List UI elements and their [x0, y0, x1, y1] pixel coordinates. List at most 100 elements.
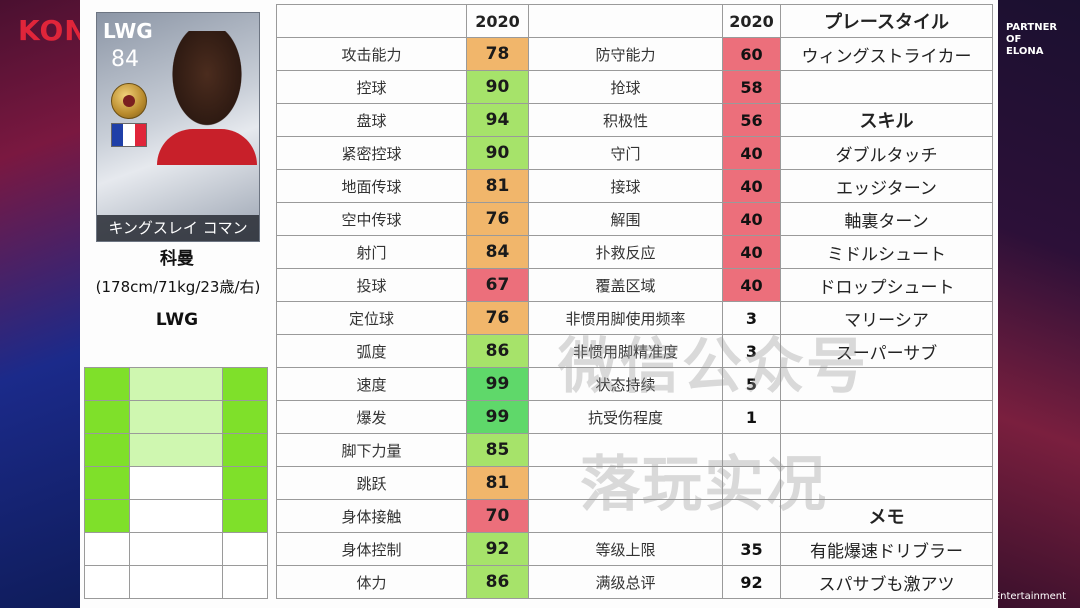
- stat-label-defense: 积极性: [528, 103, 723, 137]
- stat-value-attack: 99: [466, 367, 529, 401]
- stat-label-attack: 身体接触: [276, 499, 467, 533]
- stat-sheet: LWG 84 キングスレイ コマン 科曼 (178cm/71kg/23歳/右) …: [80, 0, 998, 608]
- background-left: KON: [0, 0, 88, 608]
- stat-label-attack: 爆发: [276, 400, 467, 434]
- pitch-cell: [222, 565, 268, 599]
- club-badge-icon: [111, 83, 147, 119]
- stat-label-defense: 抢球: [528, 70, 723, 104]
- card-position: LWG: [103, 19, 153, 43]
- stat-value-defense: 40: [722, 169, 781, 203]
- stat-label-attack: 盘球: [276, 103, 467, 137]
- card-name: キングスレイ コマン: [97, 215, 259, 241]
- pitch-cell: [222, 433, 268, 467]
- stat-label-attack: 定位球: [276, 301, 467, 335]
- stat-label-defense: 非惯用脚使用频率: [528, 301, 723, 335]
- flag-stripe-white: [123, 124, 135, 146]
- stat-row: 体力 86 满级总评 92 スパサブも激アツ: [276, 565, 993, 599]
- pitch-cell: [84, 532, 130, 566]
- pitch-cell: [129, 367, 223, 401]
- skill-item: スパサブも激アツ: [780, 565, 993, 599]
- player-shirt: [157, 129, 257, 165]
- playstyle-header: プレースタイル: [780, 4, 993, 38]
- stat-value-attack: 86: [466, 565, 529, 599]
- skill-item: ウィングストライカー: [780, 37, 993, 71]
- stats-table: 2020 2020 プレースタイル 攻击能力 78 防守能力 60 ウィングストライカー…: [276, 4, 993, 599]
- player-name: 科曼: [160, 249, 194, 269]
- stat-label-defense: [528, 466, 723, 500]
- stat-value-defense: 40: [722, 268, 781, 302]
- stat-value-attack: 76: [466, 301, 529, 335]
- year-header-attack: 2020: [466, 4, 529, 38]
- stat-label-defense: 防守能力: [528, 37, 723, 71]
- stat-value-defense: 1: [722, 400, 781, 434]
- stat-label-attack: 空中传球: [276, 202, 467, 236]
- stat-value-defense: 40: [722, 202, 781, 236]
- player-info: (178cm/71kg/23歳/右): [95, 278, 261, 296]
- stat-row: 脚下力量 85: [276, 433, 993, 467]
- background-right: PARTNER OF ELONA Entertainment: [994, 0, 1080, 608]
- stat-label-attack: 投球: [276, 268, 467, 302]
- stat-value-attack: 84: [466, 235, 529, 269]
- stat-row: 地面传球 81 接球 40 エッジターン: [276, 169, 993, 203]
- stat-row: 攻击能力 78 防守能力 60 ウィングストライカー: [276, 37, 993, 71]
- pitch-cell: [129, 565, 223, 599]
- stat-label-defense: [528, 433, 723, 467]
- stat-value-attack: 76: [466, 202, 529, 236]
- stat-row: 定位球 76 非惯用脚使用频率 3 マリーシア: [276, 301, 993, 335]
- stat-row: 跳跃 81: [276, 466, 993, 500]
- stat-value-defense: 3: [722, 301, 781, 335]
- pitch-cell: [84, 565, 130, 599]
- stat-label-defense: 状态持续: [528, 367, 723, 401]
- year-header-defense: 2020: [722, 4, 781, 38]
- stat-label-attack: 弧度: [276, 334, 467, 368]
- section-header: メモ: [780, 499, 993, 533]
- stat-label-attack: 地面传球: [276, 169, 467, 203]
- pitch-cell: [222, 367, 268, 401]
- stat-label-defense: 等级上限: [528, 532, 723, 566]
- stat-row: 盘球 94 积极性 56 スキル: [276, 103, 993, 137]
- skill-item: [780, 400, 993, 434]
- stat-label-defense: 抗受伤程度: [528, 400, 723, 434]
- stat-row: 控球 90 抢球 58: [276, 70, 993, 104]
- stat-label-defense: 覆盖区域: [528, 268, 723, 302]
- stat-row: 速度 99 状态持续 5: [276, 367, 993, 401]
- pitch-cell: [84, 466, 130, 500]
- player-card[interactable]: LWG 84 キングスレイ コマン: [96, 12, 260, 242]
- stat-value-defense: 5: [722, 367, 781, 401]
- header-empty: [528, 4, 723, 38]
- stat-value-defense: 56: [722, 103, 781, 137]
- pitch-cell: [84, 367, 130, 401]
- stat-row: 空中传球 76 解围 40 軸裏ターン: [276, 202, 993, 236]
- stat-label-defense: 非惯用脚精准度: [528, 334, 723, 368]
- player-portrait: [163, 31, 251, 139]
- stat-label-attack: 攻击能力: [276, 37, 467, 71]
- pitch-cell: [129, 466, 223, 500]
- pitch-cell: [222, 466, 268, 500]
- pitch-cell: [129, 532, 223, 566]
- stat-row: 射门 84 扑救反应 40 ミドルシュート: [276, 235, 993, 269]
- skill-item: 軸裏ターン: [780, 202, 993, 236]
- pitch-cell: [84, 400, 130, 434]
- skill-item: 有能爆速ドリブラー: [780, 532, 993, 566]
- stat-value-attack: 85: [466, 433, 529, 467]
- stat-value-defense: 60: [722, 37, 781, 71]
- skill-item: [780, 433, 993, 467]
- stat-row: 紧密控球 90 守门 40 ダブルタッチ: [276, 136, 993, 170]
- stat-value-attack: 86: [466, 334, 529, 368]
- skill-item: ミドルシュート: [780, 235, 993, 269]
- pitch-cell: [222, 400, 268, 434]
- stat-value-defense: 3: [722, 334, 781, 368]
- card-rating: 84: [111, 47, 139, 72]
- stat-label-defense: 解围: [528, 202, 723, 236]
- stat-value-defense: 58: [722, 70, 781, 104]
- skill-item: [780, 466, 993, 500]
- brand-logo-text: KON: [18, 14, 89, 47]
- stat-value-attack: 81: [466, 466, 529, 500]
- stat-value-defense: [722, 466, 781, 500]
- flag-stripe-red: [134, 124, 146, 146]
- skill-item: ドロップシュート: [780, 268, 993, 302]
- stat-value-defense: 40: [722, 136, 781, 170]
- stat-value-attack: 81: [466, 169, 529, 203]
- stat-label-attack: 射门: [276, 235, 467, 269]
- stat-value-defense: [722, 433, 781, 467]
